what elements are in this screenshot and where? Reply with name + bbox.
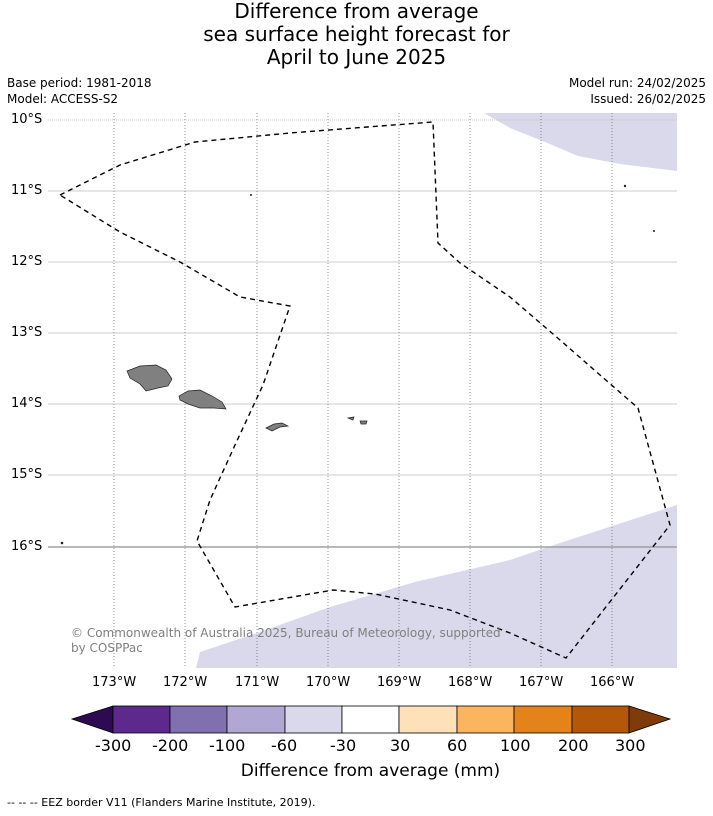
anomaly-region-south <box>196 505 677 668</box>
colorbar-bin-2 <box>169 705 228 734</box>
colorbar-tick-2: -200 <box>152 736 189 755</box>
colorbar-bin-8 <box>513 705 573 734</box>
colorbar-tick-10: 300 <box>615 736 646 755</box>
lat-label-10s: 10°S <box>11 112 43 127</box>
longitude-gridlines <box>113 113 613 668</box>
lon-label-171w: 171°W <box>235 675 280 690</box>
lat-label-13s: 13°S <box>11 325 43 340</box>
lon-label-166w: 166°W <box>590 675 635 690</box>
colorbar-bin-7 <box>456 705 515 734</box>
lon-label-168w: 168°W <box>448 675 493 690</box>
copyright-line-2: by COSPPac <box>71 641 143 655</box>
island-dot-3 <box>653 230 655 232</box>
island-dot-1 <box>250 194 252 196</box>
land-masses <box>60 184 655 545</box>
copyright-line-1: © Commonwealth of Australia 2025, Bureau… <box>71 626 501 640</box>
colorbar <box>70 705 672 734</box>
colorbar-tick-5: -30 <box>330 736 357 755</box>
upolu-island <box>178 389 227 410</box>
eez-borders <box>58 121 671 659</box>
colorbar-bin-1 <box>112 705 171 734</box>
lat-label-12s: 12°S <box>11 254 43 269</box>
colorbar-tick-7: 60 <box>447 736 468 755</box>
savaii-island <box>126 364 173 392</box>
colorbar-tick-3: -100 <box>209 736 246 755</box>
island-dot-2 <box>623 184 627 188</box>
title-line-3: April to June 2025 <box>266 45 447 69</box>
colorbar-tick-4: -60 <box>271 736 298 755</box>
latitude-gridlines <box>48 119 677 548</box>
tutuila-island <box>265 422 290 432</box>
base-period-text: Base period: 1981-2018 <box>7 76 152 90</box>
lat-label-11s: 11°S <box>11 183 43 198</box>
colorbar-title: Difference from average (mm) <box>240 761 501 781</box>
colorbar-tick-8: 100 <box>500 736 531 755</box>
lat-label-16s: 16°S <box>11 539 43 554</box>
eez-legend-note: -- -- -- EEZ border V11 (Flanders Marine… <box>7 796 316 809</box>
colorbar-bin-6 <box>398 705 458 734</box>
lon-label-173w: 173°W <box>92 675 137 690</box>
colorbar-bin-5 <box>341 705 400 734</box>
meta-left: Base period: 1981-2018 Model: ACCESS-S2 <box>7 75 152 107</box>
island-dot-4 <box>60 541 64 545</box>
colorbar-tick-1: -300 <box>95 736 132 755</box>
colorbar-bin-9 <box>571 705 630 734</box>
lat-label-15s: 15°S <box>11 467 43 482</box>
eez-border-samoa <box>58 121 671 659</box>
colorbar-tick-6: 30 <box>390 736 411 755</box>
model-text: Model: ACCESS-S2 <box>7 92 119 106</box>
colorbar-bin-3 <box>226 705 286 734</box>
meta-right: Model run: 24/02/2025 Issued: 26/02/2025 <box>569 75 706 107</box>
colorbar-bin-4 <box>284 705 343 734</box>
lon-label-172w: 172°W <box>163 675 208 690</box>
model-run-text: Model run: 24/02/2025 <box>568 76 706 90</box>
title-line-1: Difference from average <box>234 0 479 23</box>
colorbar-extend-high <box>628 705 672 734</box>
title-line-2: sea surface height forecast for <box>203 22 510 46</box>
lon-label-170w: 170°W <box>306 675 351 690</box>
issued-text: Issued: 26/02/2025 <box>590 92 706 106</box>
anomaly-region-north <box>484 113 677 171</box>
tau-island <box>359 420 368 425</box>
ofu-island <box>346 416 355 421</box>
lon-label-169w: 169°W <box>377 675 422 690</box>
colorbar-tick-9: 200 <box>558 736 589 755</box>
copyright-notice: © Commonwealth of Australia 2025, Bureau… <box>71 626 501 656</box>
colorbar-extend-low <box>70 705 114 734</box>
lat-label-14s: 14°S <box>11 396 43 411</box>
chart-title: Difference from average sea surface heig… <box>0 0 713 69</box>
lon-label-167w: 167°W <box>519 675 564 690</box>
